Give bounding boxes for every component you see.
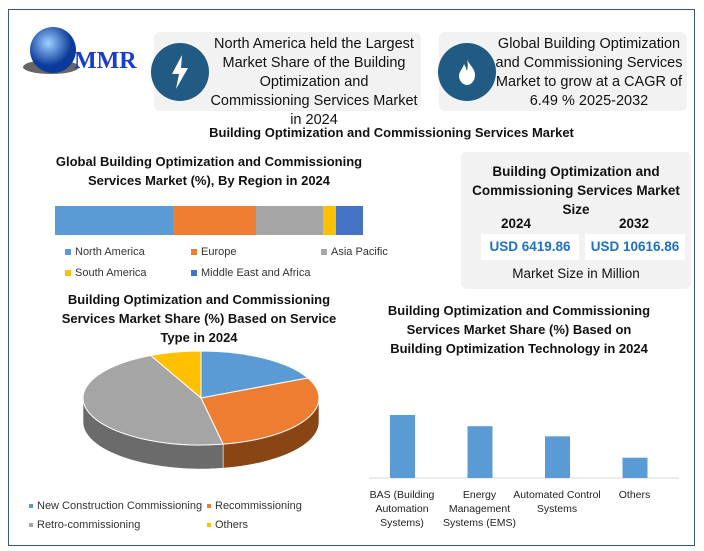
x-tick-label: Automated Control Systems — [513, 489, 601, 515]
legend-label: North America — [75, 246, 145, 258]
callout-north-america: North America held the Largest Market Sh… — [151, 32, 421, 128]
logo: MMR — [21, 22, 141, 82]
legend-item: Others — [207, 519, 248, 531]
legend-item: North America — [65, 246, 145, 258]
x-tick-label: BAS (Building Automation Systems) — [369, 489, 435, 529]
market-size-title: Building Optimization and Commissioning … — [472, 164, 680, 217]
legend-item: Europe — [191, 246, 236, 258]
bar-segment-north-america — [55, 206, 173, 235]
legend-swatch — [321, 249, 327, 255]
legend-item: Recommissioning — [207, 500, 302, 512]
legend-label: Others — [215, 519, 249, 531]
legend-swatch — [207, 504, 211, 508]
main-title: Building Optimization and Commissioning … — [209, 125, 574, 140]
bar-segment-asia-pacific — [255, 206, 323, 235]
market-size-unit: Market Size in Million — [512, 266, 640, 281]
pie-chart-title: Building Optimization and Commissioning … — [61, 292, 337, 345]
legend-label: Middle East and Africa — [201, 267, 311, 279]
pie-slice-recommissioning — [200, 377, 320, 445]
legend-label: New Construction Commissioning — [37, 500, 203, 512]
legend-swatch — [29, 523, 33, 527]
lightning-icon — [151, 43, 209, 101]
bar — [545, 436, 570, 478]
globe-icon — [23, 27, 79, 74]
pie-slice-others — [149, 350, 202, 400]
bar — [467, 426, 493, 478]
year-2024: 2024 — [501, 216, 532, 231]
stacked-bar — [55, 206, 363, 235]
legend-item: Middle East and Africa — [191, 267, 310, 279]
callout-text: Global Building Optimization and Commiss… — [495, 36, 683, 109]
legend-item: Retro-commissioning — [29, 519, 140, 531]
bar-segment-south-america — [322, 206, 336, 235]
legend-swatch — [65, 270, 71, 276]
legend-swatch — [65, 249, 71, 255]
bar — [390, 415, 415, 478]
market-size-box: Building Optimization and Commissioning … — [461, 152, 691, 289]
year-2032: 2032 — [619, 216, 650, 231]
tech-chart-title: Building Optimization and Commissioning … — [387, 303, 651, 356]
bar-segment-europe — [172, 206, 256, 235]
legend-swatch — [191, 270, 197, 276]
callout-text: North America held the Largest Market Sh… — [210, 36, 418, 128]
legend-swatch — [29, 504, 33, 508]
pie-slice-new-construction-commissioning — [200, 350, 309, 399]
value-2032: USD 10616.86 — [585, 234, 685, 260]
infographic-frame: MMR North America held the Largest Marke… — [8, 9, 695, 546]
legend-swatch — [191, 249, 197, 255]
x-tick-label: Energy Management Systems (EMS) — [443, 489, 516, 529]
logo-text: MMR — [74, 48, 137, 74]
legend-label: South America — [75, 267, 147, 279]
flame-icon — [438, 43, 496, 101]
legend-swatch — [207, 523, 211, 527]
legend-item: Asia Pacific — [321, 246, 388, 258]
legend-item: South America — [65, 267, 147, 279]
legend-label: Recommissioning — [215, 500, 302, 512]
legend-label: Europe — [201, 246, 237, 258]
legend-item: New Construction Commissioning — [29, 500, 202, 512]
legend-label: Retro-commissioning — [37, 519, 141, 531]
tech-bar-chart — [369, 415, 679, 479]
legend-label: Asia Pacific — [331, 246, 388, 258]
region-chart-title: Global Building Optimization and Commiss… — [55, 154, 363, 188]
bar — [622, 457, 648, 478]
x-tick-label: Others — [618, 489, 651, 501]
value-2024: USD 6419.86 — [481, 234, 579, 260]
pie-slice-retro-commissioning — [82, 354, 224, 446]
callout-cagr: Global Building Optimization and Commiss… — [438, 32, 687, 111]
bar-segment-middle-east-and-africa — [335, 206, 363, 235]
pie-chart — [82, 350, 320, 470]
